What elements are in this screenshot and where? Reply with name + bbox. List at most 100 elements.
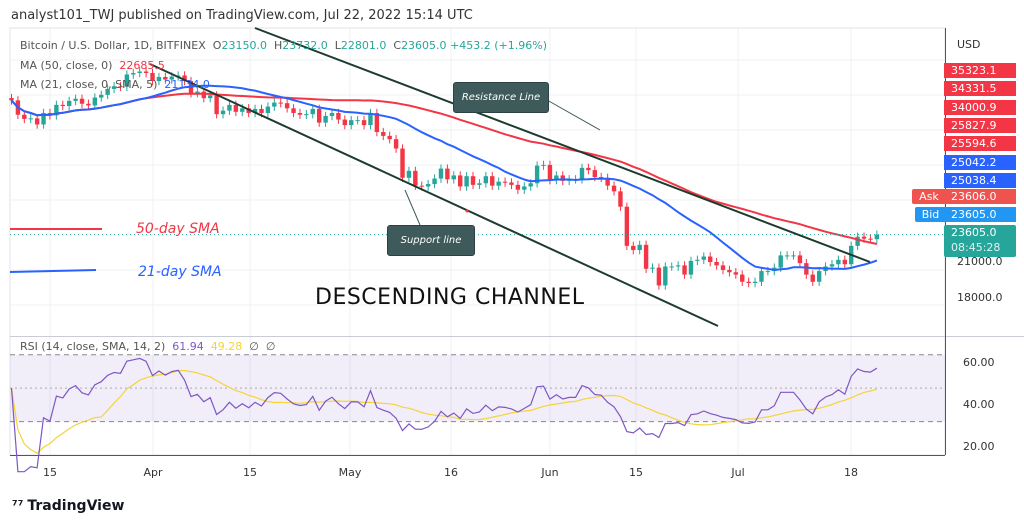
candle [663, 266, 668, 286]
rsi-legend[interactable]: RSI (14, close, SMA, 14, 2) 61.94 49.28 … [20, 340, 275, 353]
candle [669, 266, 674, 268]
open-value: 23150.0 [221, 39, 267, 52]
candle [79, 98, 85, 104]
candle [278, 102, 283, 104]
price-level-label: 25827.9 [944, 117, 1016, 133]
candle [836, 259, 841, 265]
tradingview-logo[interactable]: ⁷⁷ TradingView [12, 498, 124, 514]
candle [611, 185, 617, 192]
candle [727, 269, 732, 273]
candle [701, 256, 706, 260]
candle [118, 86, 123, 88]
candle [765, 271, 771, 273]
bid-price-label: 23605.0 [944, 207, 1016, 222]
candle [246, 108, 251, 113]
support-trendline [149, 63, 719, 327]
currency-label: USD [957, 38, 981, 51]
low-label: L [334, 39, 341, 52]
ma50-label: MA (50, close, 0) [20, 59, 113, 72]
candle [624, 206, 630, 246]
ma50-legend[interactable]: MA (50, close, 0) 22685.5 [20, 59, 165, 72]
candle [336, 112, 341, 120]
candle [419, 185, 424, 187]
candle [752, 281, 758, 283]
candle [265, 106, 271, 113]
candle [490, 176, 495, 186]
candle [458, 175, 463, 187]
candle [297, 112, 303, 115]
candle [509, 182, 514, 185]
rsi-ma-value: 49.28 [210, 340, 243, 353]
high-value: 23732.0 [282, 39, 328, 52]
rsi-tick: 60.00 [963, 356, 995, 369]
support-callout-pointer [404, 189, 421, 226]
ask-badge: Ask [912, 189, 946, 204]
candle [714, 262, 719, 266]
candle [387, 135, 392, 140]
ask-price-label: 23606.0 [944, 189, 1016, 204]
resistance-trendline [254, 27, 871, 263]
candle [784, 255, 790, 257]
candle [131, 72, 136, 75]
rsi-tick: 40.00 [963, 398, 995, 411]
candle [778, 255, 783, 268]
time-tick: Jul [731, 466, 745, 479]
candle [105, 88, 110, 95]
candle [740, 274, 745, 282]
rsi-extra-2: ∅ [265, 340, 276, 353]
change-value: +453.2 (+1.96%) [450, 39, 548, 52]
candle [22, 114, 27, 119]
rsi-tick: 20.00 [963, 440, 995, 453]
candle [675, 265, 681, 267]
price-level-label: 25594.6 [944, 136, 1016, 152]
candle [874, 234, 880, 240]
candle [9, 98, 14, 101]
candle [381, 132, 386, 136]
candle [201, 91, 206, 99]
time-tick: Jun [541, 466, 559, 479]
ma21-line [10, 84, 878, 272]
candle [605, 177, 610, 186]
price-level-label: 34331.5 [944, 81, 1016, 97]
candle [227, 104, 232, 111]
candle [829, 264, 835, 267]
candle [323, 115, 328, 123]
candle [656, 267, 662, 286]
candle [374, 112, 380, 133]
symbol-legend: Bitcoin / U.S. Dollar, 1D, BITFINEX O231… [20, 39, 547, 52]
candle [438, 168, 444, 179]
candle [137, 71, 142, 73]
ma21-legend[interactable]: MA (21, close, 0, SMA, 5) 21134.0 [20, 78, 210, 91]
candle [124, 74, 130, 87]
candle [66, 100, 72, 107]
rsi-ma-line [10, 369, 878, 454]
publisher-header: analyst101_TWJ published on TradingView.… [11, 8, 473, 23]
candle [41, 112, 46, 125]
descending-channel-annotation: DESCENDING CHANNEL [315, 285, 585, 310]
candle [746, 281, 751, 283]
candle [214, 95, 219, 115]
candle [304, 114, 309, 116]
sma21-annotation: 21-day SMA [138, 264, 222, 280]
candle [252, 108, 258, 113]
candle [470, 176, 476, 185]
support-line-callout: Support line [387, 225, 475, 256]
candle [195, 91, 200, 94]
time-tick: May [338, 466, 362, 479]
candle [720, 265, 726, 270]
candle [28, 118, 33, 120]
candle [650, 267, 655, 269]
candle [284, 103, 290, 109]
candle [361, 120, 367, 126]
candle [413, 170, 418, 186]
price-level-label: 34000.9 [944, 99, 1016, 115]
candle [682, 265, 687, 275]
time-tick: 15 [629, 466, 643, 479]
candle [522, 186, 527, 190]
candle [496, 181, 501, 186]
candle [804, 263, 809, 275]
candle [618, 191, 623, 207]
candle [861, 236, 867, 239]
candle [541, 164, 546, 166]
